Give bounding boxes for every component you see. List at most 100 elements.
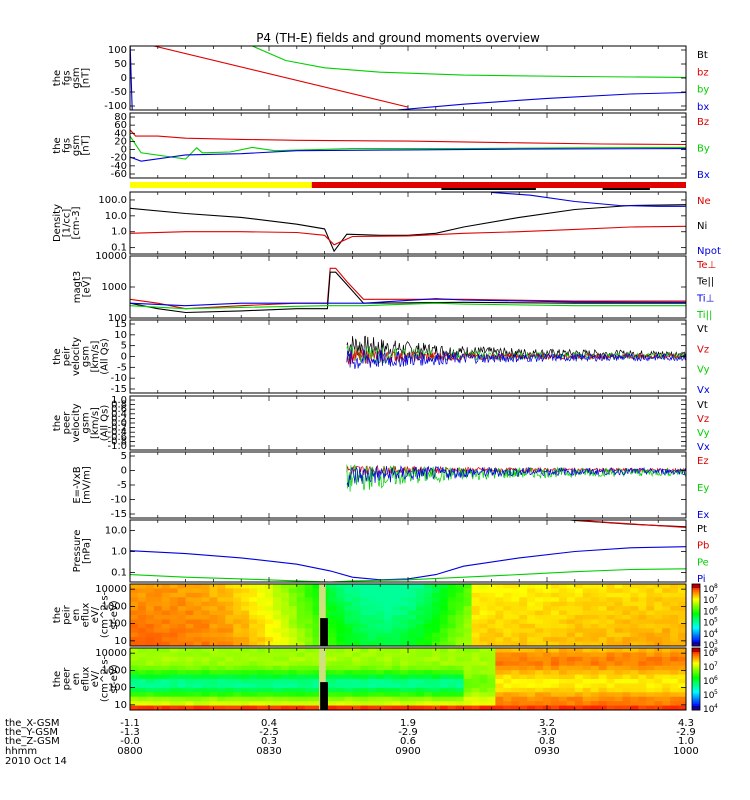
- heatmap-cell: [495, 661, 504, 667]
- heatmap-cell: [574, 696, 584, 702]
- heatmap-cell: [257, 674, 266, 680]
- heatmap-cell: [606, 610, 616, 616]
- heatmap-cell: [312, 692, 322, 698]
- heatmap-cell: [574, 674, 584, 680]
- heatmap-cell: [511, 610, 520, 616]
- heatmap-cell: [423, 679, 433, 685]
- heatmap-cell: [439, 665, 449, 671]
- heatmap-cell: [352, 615, 361, 621]
- heatmap-cell: [376, 679, 385, 685]
- heatmap-cell: [145, 584, 155, 590]
- heatmap-cell: [312, 641, 322, 646]
- heatmap-cell: [654, 601, 663, 607]
- y-axis-label: peer: [62, 411, 73, 435]
- series-group: [130, 46, 686, 110]
- heatmap-cell: [272, 701, 282, 707]
- heatmap-cell: [392, 588, 401, 594]
- heatmap-cell: [535, 701, 544, 707]
- heatmap-cell: [328, 696, 338, 702]
- heatmap-cell: [590, 701, 600, 707]
- heatmap-cell: [169, 641, 179, 646]
- heatmap-cell: [614, 674, 624, 680]
- heatmap-cell: [137, 637, 147, 643]
- heatmap-cell: [280, 610, 290, 616]
- heatmap-cell: [550, 637, 560, 643]
- heatmap-cell: [503, 696, 512, 702]
- heatmap-cell: [590, 628, 600, 634]
- heatmap-cell: [265, 610, 274, 616]
- heatmap-cell: [487, 619, 496, 625]
- heatmap-cell: [352, 661, 361, 667]
- colorbar-cell: [692, 586, 700, 589]
- legend-bz: bz: [697, 67, 709, 78]
- heatmap-cell: [543, 692, 552, 698]
- heatmap-cell: [153, 628, 163, 634]
- heatmap-cell: [511, 683, 520, 689]
- heatmap-cell: [630, 648, 639, 654]
- heatmap-cell: [201, 592, 211, 598]
- heatmap-cell: [344, 615, 353, 621]
- heatmap-cell: [376, 637, 385, 643]
- heatmap-cell: [646, 652, 655, 658]
- heatmap-cell: [503, 705, 512, 710]
- heatmap-cell: [558, 606, 568, 612]
- heatmap-cell: [193, 623, 203, 629]
- heatmap-cell: [201, 648, 211, 654]
- heatmap-cell: [360, 674, 369, 680]
- heatmap-cell: [400, 683, 409, 689]
- heatmap-cell: [233, 584, 242, 590]
- heatmap-cell: [241, 665, 250, 671]
- heatmap-cell: [145, 679, 155, 685]
- heatmap-cell: [209, 701, 218, 707]
- heatmap-cell: [384, 692, 393, 698]
- y-tick-label: -20: [111, 153, 127, 164]
- heatmap-cell: [447, 615, 457, 621]
- heatmap-cell: [598, 687, 608, 693]
- date-label: 2010 Oct 14: [5, 756, 67, 767]
- heatmap-cell: [304, 687, 314, 693]
- heatmap-cell: [495, 641, 504, 646]
- heatmap-cell: [304, 623, 314, 629]
- data-gap: [320, 682, 328, 710]
- heatmap-cell: [670, 674, 679, 680]
- y-axis-label: [km/s]: [90, 407, 101, 439]
- heatmap-cell: [280, 588, 290, 594]
- heatmap-cell: [543, 615, 552, 621]
- heatmap-cell: [328, 601, 338, 607]
- ephemeris-value: 0.8: [539, 736, 555, 747]
- heatmap-cell: [296, 696, 306, 702]
- heatmap-cell: [582, 674, 592, 680]
- heatmap-cell: [304, 592, 314, 598]
- heatmap-cell: [257, 588, 266, 594]
- heatmap-cell: [392, 701, 401, 707]
- heatmap-cell: [622, 652, 631, 658]
- heatmap-cell: [400, 665, 409, 671]
- heatmap-cell: [161, 701, 171, 707]
- heatmap-cell: [574, 687, 584, 693]
- heatmap-cell: [638, 597, 647, 603]
- heatmap-cell: [344, 632, 353, 638]
- heatmap-cell: [177, 683, 187, 689]
- heatmap-cell: [137, 656, 147, 662]
- heatmap-cell: [646, 670, 655, 676]
- heatmap-cell: [272, 705, 282, 710]
- heatmap-cell: [471, 679, 481, 685]
- heatmap-cell: [471, 661, 481, 667]
- heatmap-cell: [400, 692, 409, 698]
- heatmap-cell: [368, 619, 377, 625]
- colorbar-exponent: 4: [714, 628, 718, 635]
- heatmap-cell: [455, 584, 465, 590]
- heatmap-cell: [479, 679, 489, 685]
- heatmap-cell: [495, 696, 504, 702]
- heatmap-cell: [527, 687, 536, 693]
- heatmap-cell: [336, 601, 346, 607]
- colorbar-exponent: 3: [714, 639, 718, 646]
- heatmap-cell: [217, 679, 226, 685]
- heatmap-cell: [519, 592, 528, 598]
- heatmap-cell: [646, 637, 655, 643]
- heatmap-cell: [153, 656, 163, 662]
- ephemeris-value: 0.6: [400, 736, 416, 747]
- heatmap-cell: [479, 606, 489, 612]
- heatmap-cell: [130, 632, 139, 638]
